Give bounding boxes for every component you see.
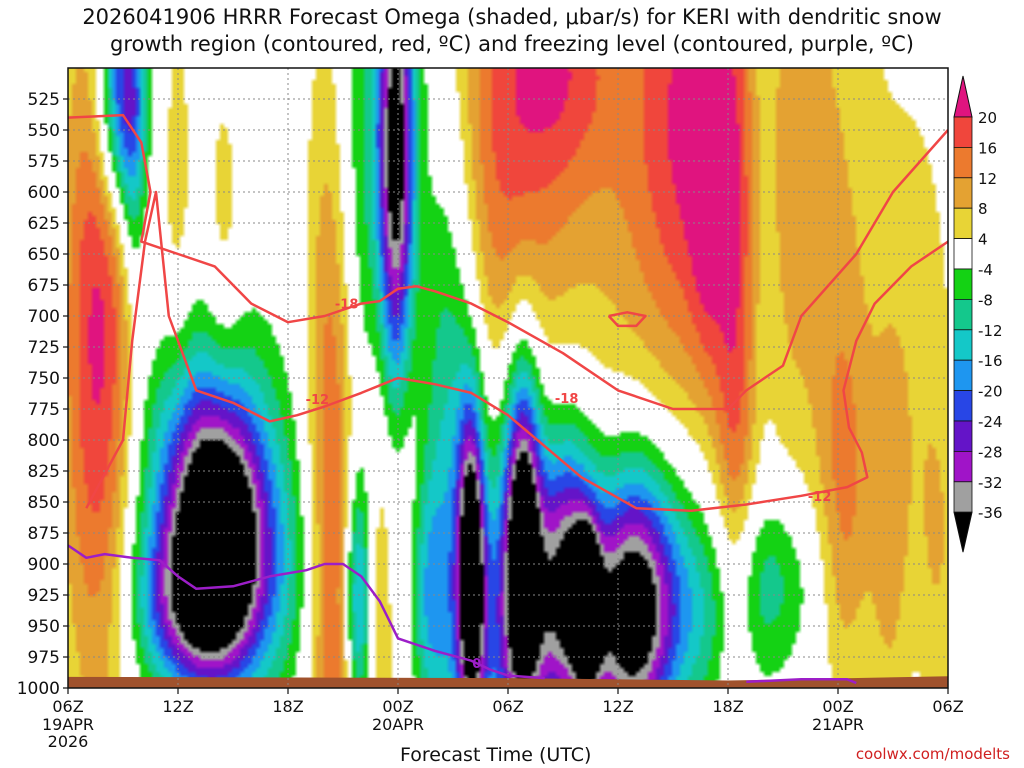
- colorbar-level-label: 8: [978, 200, 988, 218]
- x-tick-sublabel: 2026: [48, 732, 89, 751]
- x-tick-label: 18Z: [712, 697, 743, 716]
- freezing-level-contour-right: [746, 678, 857, 685]
- y-tick-label: 575: [28, 152, 60, 172]
- colorbar-swatch: [953, 481, 973, 513]
- axes: 525 550 575 600 625 650 675 700 725 750 775 800 825 8…: [17, 90, 964, 751]
- colorbar-swatch: [953, 420, 973, 452]
- x-tick-label: 06Z: [492, 697, 523, 716]
- colorbar-level-label: 4: [978, 231, 988, 249]
- chart-title-line-2: growth region (contoured, red, ºC) and f…: [110, 32, 914, 56]
- chart-title-line-1: 2026041906 HRRR Forecast Omega (shaded, …: [82, 5, 942, 29]
- colorbar-swatch: [953, 177, 973, 209]
- colorbar: 20 16 12 8 4 -4 -8 -12 -16 -20 -24 -28 -32 -36: [953, 75, 1003, 553]
- colorbar-level-label: -8: [978, 291, 993, 309]
- colorbar-level-label: 16: [978, 139, 997, 157]
- colorbar-swatch: [953, 359, 973, 392]
- colorbar-swatch: [953, 116, 973, 148]
- x-tick-label: 12Z: [162, 697, 193, 716]
- contour-minus18-loop: [607, 311, 647, 328]
- x-tick-label: 00Z: [382, 697, 413, 716]
- contour-label-minus18: -18: [335, 298, 359, 313]
- colorbar-level-label: -12: [978, 322, 1003, 340]
- contour-label-zero: 0: [472, 657, 481, 672]
- colorbar-level-label: 20: [978, 109, 997, 127]
- x-tick-label: 00Z: [822, 697, 853, 716]
- freezing-level-contour: [68, 544, 545, 680]
- y-tick-label: 825: [28, 462, 60, 482]
- y-tick-label: 950: [28, 617, 60, 637]
- colorbar-bottom-arrow: [953, 511, 973, 553]
- y-tick-label: 700: [28, 307, 60, 327]
- y-tick-label: 725: [28, 338, 60, 358]
- x-tick-label: 18Z: [272, 697, 303, 716]
- x-axis-label: Forecast Time (UTC): [400, 744, 592, 766]
- watermark: coolwx.com/modelts: [855, 745, 1010, 763]
- colorbar-swatch: [953, 329, 973, 361]
- colorbar-level-label: -28: [978, 443, 1003, 461]
- colorbar-top-arrow: [953, 75, 973, 118]
- x-tick-sublabel: 19APR: [42, 715, 94, 734]
- contour-minus18: [68, 113, 948, 411]
- colorbar-swatch: [953, 238, 973, 270]
- contour-label-minus12: -12: [306, 393, 330, 408]
- contours: -18 -12 -18 -12 0: [68, 113, 948, 685]
- colorbar-level-label: -4: [978, 261, 993, 279]
- contour-label-minus12: -12: [808, 490, 832, 505]
- colorbar-level-label: -16: [978, 352, 1003, 370]
- colorbar-level-label: -20: [978, 383, 1003, 401]
- x-tick-sublabel: 21APR: [812, 715, 864, 734]
- y-tick-label: 550: [28, 121, 60, 141]
- x-tick-sublabel: 20APR: [372, 715, 424, 734]
- y-tick-label: 975: [28, 648, 60, 668]
- y-tick-label: 800: [28, 431, 60, 451]
- contour-label-minus18: -18: [555, 392, 579, 407]
- y-tick-label: 850: [28, 493, 60, 513]
- y-tick-label: 675: [28, 276, 60, 296]
- y-tick-label: 600: [28, 183, 60, 203]
- y-tick-label: 875: [28, 524, 60, 544]
- colorbar-swatch: [953, 207, 973, 239]
- colorbar-level-label: -32: [978, 474, 1003, 492]
- y-tick-label: 925: [28, 586, 60, 606]
- x-tick-label: 12Z: [602, 697, 633, 716]
- y-tick-label: 625: [28, 214, 60, 234]
- x-tick-label: 06Z: [932, 697, 963, 716]
- y-tick-label: 750: [28, 369, 60, 389]
- y-tick-label: 525: [28, 90, 60, 110]
- colorbar-level-label: -36: [978, 504, 1003, 522]
- y-tick-label: 775: [28, 400, 60, 420]
- x-tick-label: 06Z: [52, 697, 83, 716]
- y-tick-label: 1000: [17, 679, 60, 699]
- colorbar-level-label: 12: [978, 170, 997, 188]
- colorbar-swatch: [953, 146, 973, 179]
- colorbar-swatch: [953, 390, 973, 422]
- y-tick-label: 650: [28, 245, 60, 265]
- grid-lines: [68, 68, 948, 688]
- colorbar-swatch: [953, 298, 973, 331]
- chart-title: 2026041906 HRRR Forecast Omega (shaded, …: [0, 4, 1024, 58]
- contour-minus12: [85, 190, 948, 512]
- colorbar-swatch: [953, 268, 973, 300]
- y-tick-label: 900: [28, 555, 60, 575]
- colorbar-level-label: -24: [978, 413, 1003, 431]
- colorbar-swatch: [953, 450, 973, 483]
